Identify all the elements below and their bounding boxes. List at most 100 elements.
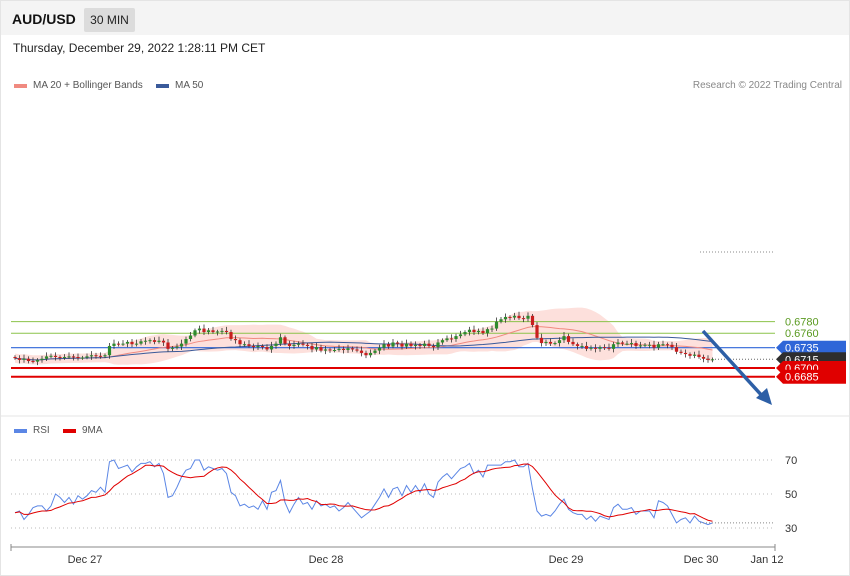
candle-body — [89, 355, 94, 357]
level-0.6685-label: 0.6685 — [785, 372, 819, 384]
candle-body — [683, 352, 688, 355]
candle-body — [31, 361, 35, 363]
candle-body — [575, 344, 580, 346]
candle-body — [634, 343, 638, 346]
candle-body — [454, 336, 458, 339]
candle-body — [458, 334, 463, 337]
candle-body — [215, 331, 220, 333]
candle-body — [161, 340, 166, 343]
candle-body — [112, 343, 116, 346]
candle-body — [616, 342, 620, 345]
candle-body — [670, 344, 674, 348]
candle-body — [35, 359, 40, 362]
candle-body — [85, 356, 89, 358]
candle-body — [436, 342, 440, 348]
candle-body — [499, 319, 503, 322]
rsi-line — [14, 459, 713, 526]
candle-body — [170, 347, 175, 349]
rsi-panel: 70 50 30 — [11, 455, 797, 535]
candle-body — [179, 343, 184, 347]
candle-body — [440, 340, 445, 343]
candle-body — [697, 354, 701, 357]
candle-body — [449, 338, 454, 340]
candle-body — [652, 344, 656, 348]
candlesticks — [13, 311, 715, 366]
candle-body — [373, 350, 377, 353]
candle-body — [386, 344, 391, 347]
rsi-swatch-icon — [14, 429, 27, 433]
candle-body — [467, 329, 472, 333]
candle-body — [58, 356, 62, 358]
candle-body — [539, 337, 544, 344]
candle-body — [143, 340, 148, 342]
candle-body — [323, 349, 328, 351]
candle-body — [377, 347, 382, 351]
credit-text: Research © 2022 Trading Central — [692, 80, 842, 91]
candle-body — [593, 347, 598, 349]
candle-body — [296, 343, 301, 345]
timeframe-button[interactable]: 30 MIN — [84, 8, 135, 32]
candle-body — [404, 343, 409, 347]
candle-body — [445, 338, 449, 341]
forecast-arrow-head — [756, 388, 772, 405]
candle-body — [139, 341, 143, 344]
candle-body — [706, 358, 710, 360]
ma20-line — [14, 326, 713, 361]
rsi-axis-label: 30 — [785, 523, 797, 535]
candle-body — [553, 343, 557, 345]
ma20-legend-label: MA 20 + Bollinger Bands — [33, 80, 143, 91]
candle-body — [247, 344, 251, 346]
candle-body — [625, 343, 629, 345]
candle-body — [485, 329, 490, 334]
rsi-ma-line — [14, 463, 713, 522]
candle-body — [710, 359, 715, 361]
forecast-arrow — [701, 329, 772, 405]
candle-body — [620, 342, 625, 344]
candle-body — [638, 345, 643, 347]
candle-body — [665, 344, 670, 346]
candle-body — [643, 344, 647, 346]
candle-body — [224, 330, 229, 333]
candle-body — [301, 343, 305, 345]
candle-body — [562, 336, 566, 341]
candle-body — [607, 347, 611, 349]
candle-body — [157, 340, 161, 342]
candle-body — [125, 341, 130, 344]
candle-body — [220, 330, 224, 332]
rsi-ma-swatch-icon — [63, 429, 76, 433]
x-tick-label: Dec 28 — [309, 554, 344, 566]
candle-body — [202, 328, 206, 333]
candle-body — [422, 343, 427, 346]
ma50-legend-label: MA 50 — [175, 80, 204, 91]
candle-body — [346, 348, 350, 351]
level-0.6685-tag — [776, 369, 846, 384]
candle-body — [427, 343, 431, 346]
symbol-title: AUD/USD — [12, 11, 76, 27]
moving-averages — [14, 326, 713, 361]
candle-body — [472, 329, 476, 333]
candle-body — [557, 340, 562, 344]
candle-body — [661, 344, 665, 346]
rsi-axis-label: 70 — [785, 455, 797, 467]
candle-body — [400, 343, 404, 347]
candle-body — [530, 315, 535, 326]
candle-body — [598, 347, 602, 349]
candle-body — [535, 325, 539, 338]
candle-body — [251, 345, 256, 348]
candle-body — [431, 345, 436, 348]
candle-body — [94, 355, 98, 357]
candle-body — [206, 330, 211, 333]
candle-body — [229, 332, 233, 339]
candle-body — [332, 350, 337, 352]
rsi-legend-label: RSI — [33, 425, 50, 436]
candle-body — [148, 340, 152, 342]
candle-body — [13, 356, 17, 359]
chart-header: AUD/USD 30 MIN — [1, 1, 849, 35]
candle-body — [188, 335, 193, 339]
candle-body — [211, 330, 215, 333]
candle-body — [508, 316, 512, 318]
x-tick-label: Dec 30 — [684, 554, 719, 566]
candle-body — [566, 336, 571, 342]
candle-body — [265, 347, 269, 350]
